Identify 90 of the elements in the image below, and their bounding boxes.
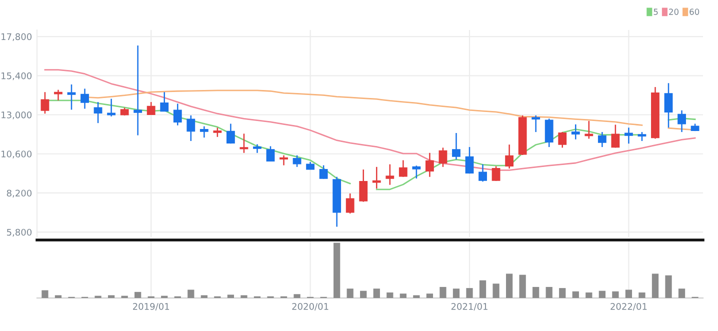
- bar: [227, 294, 234, 298]
- candlestick: [80, 88, 89, 110]
- candlestick: [160, 91, 169, 112]
- bar: [42, 290, 48, 298]
- candlestick: [173, 103, 182, 126]
- candlestick: [412, 164, 421, 180]
- candlestick: [40, 91, 50, 114]
- bar: [413, 295, 420, 298]
- candlestick: [624, 127, 633, 144]
- y-tick-label: 8,200: [6, 190, 32, 198]
- bar: [54, 295, 62, 298]
- y-tick-label: 13,000: [2, 111, 32, 120]
- candlestick: [398, 160, 408, 178]
- bar: [360, 290, 367, 298]
- bar: [134, 292, 142, 298]
- bar: [519, 274, 526, 298]
- bar: [612, 291, 619, 298]
- candlestick: [54, 89, 62, 102]
- candlestick: [611, 124, 620, 148]
- bar: [638, 292, 646, 298]
- x-tick-label: 2021/01: [451, 303, 488, 311]
- candlestick: [492, 166, 500, 182]
- candlestick: [213, 127, 222, 138]
- candlestick: [664, 82, 673, 128]
- bar: [386, 292, 394, 298]
- legend-label: 5: [654, 8, 658, 15]
- candlestick: [186, 114, 196, 142]
- candlestick: [478, 164, 487, 182]
- bar: [108, 295, 115, 298]
- candlestick: [292, 154, 302, 168]
- bar: [492, 284, 500, 298]
- bar: [452, 288, 460, 298]
- candlestick: [438, 147, 448, 168]
- bar: [373, 288, 380, 298]
- candlestick: [452, 132, 460, 160]
- candlestick: [465, 146, 474, 174]
- bar: [200, 295, 208, 298]
- candlestick: [107, 98, 116, 118]
- candlestick: [67, 84, 76, 110]
- bar: [440, 286, 446, 298]
- bar: [426, 294, 434, 298]
- candlestick: [346, 192, 354, 214]
- bar: [532, 286, 540, 298]
- bar: [334, 242, 340, 298]
- candlestick: [240, 133, 248, 154]
- candlestick: [134, 44, 142, 136]
- y-tick-label: 10,600: [2, 150, 32, 158]
- y-tick-label: 15,400: [2, 72, 32, 80]
- bar: [466, 288, 473, 298]
- bar: [586, 292, 592, 298]
- x-tick-label: 2022/01: [610, 303, 647, 311]
- candlestick: [386, 164, 394, 186]
- candlestick: [678, 110, 686, 133]
- bar: [479, 280, 486, 298]
- bar: [665, 275, 672, 298]
- bar: [506, 274, 513, 298]
- legend-label: 60: [690, 8, 700, 15]
- candlestick: [544, 118, 554, 148]
- candlestick: [319, 164, 328, 180]
- bar: [598, 290, 606, 298]
- bar: [678, 288, 686, 298]
- bar: [294, 294, 300, 298]
- bar: [572, 291, 579, 298]
- candlestick: [200, 126, 208, 138]
- legend-label: 20: [669, 8, 679, 15]
- y-tick-label: 17,800: [2, 33, 32, 41]
- x-tick-label: 2020/01: [292, 303, 328, 311]
- candlestick: [532, 114, 540, 133]
- candlestick: [558, 131, 567, 148]
- candlestick: [226, 123, 235, 144]
- candlestick: [426, 152, 434, 178]
- candlestick: [598, 131, 606, 148]
- y-tick-label: 5,800: [6, 228, 32, 237]
- candlestick: [571, 124, 580, 140]
- bar: [546, 286, 552, 298]
- x-tick-label: 2019/01: [133, 303, 170, 311]
- bar: [625, 290, 632, 298]
- candlestick: [372, 166, 381, 190]
- bar: [652, 274, 659, 298]
- bar: [240, 295, 248, 298]
- candlestick: [280, 154, 288, 166]
- bar: [188, 290, 194, 298]
- candlestick: [146, 101, 156, 116]
- candlestick: [359, 168, 368, 202]
- candlestick: [266, 146, 275, 162]
- bar: [346, 288, 354, 298]
- candlestick: [505, 144, 514, 170]
- bar: [559, 288, 566, 298]
- candlestick: [94, 101, 102, 124]
- bar: [400, 294, 406, 298]
